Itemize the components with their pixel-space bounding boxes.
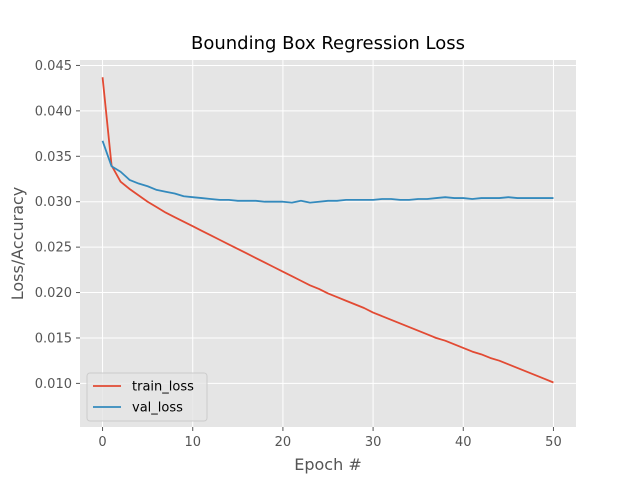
y-axis-label: Loss/Accuracy <box>8 187 27 301</box>
y-tick-label: 0.040 <box>35 104 72 119</box>
grid <box>80 60 576 427</box>
x-tick-label: 30 <box>365 435 382 450</box>
x-tick-label: 0 <box>98 435 106 450</box>
y-tick-label: 0.010 <box>35 377 72 392</box>
legend-box <box>86 372 208 422</box>
y-tick-label: 0.035 <box>35 150 72 165</box>
x-tick-label: 20 <box>275 435 292 450</box>
x-tick-label: 40 <box>455 435 472 450</box>
plot-area <box>80 60 576 427</box>
y-axis-ticks: 0.010 0.015 0.020 0.025 0.030 0.035 0.040 0.045 <box>35 59 80 392</box>
x-tick-label: 50 <box>545 435 562 450</box>
series-lines <box>101 77 554 384</box>
y-tick-label: 0.020 <box>35 286 72 301</box>
legend-label-val-loss: val_loss <box>132 401 183 416</box>
y-tick-label: 0.015 <box>35 331 72 346</box>
x-tick-label: 10 <box>184 435 201 450</box>
x-axis-label: Epoch # <box>294 455 361 474</box>
x-axis-ticks: 0 10 20 30 40 50 <box>98 427 562 450</box>
chart-title: Bounding Box Regression Loss <box>191 33 465 54</box>
legend: train_loss val_loss <box>86 372 208 422</box>
series-line-train-loss <box>101 77 554 384</box>
legend-label-train-loss: train_loss <box>132 380 194 395</box>
y-tick-label: 0.045 <box>35 59 72 74</box>
y-tick-label: 0.025 <box>35 241 72 256</box>
series-line-val-loss <box>101 140 554 204</box>
y-tick-label: 0.030 <box>35 195 72 210</box>
